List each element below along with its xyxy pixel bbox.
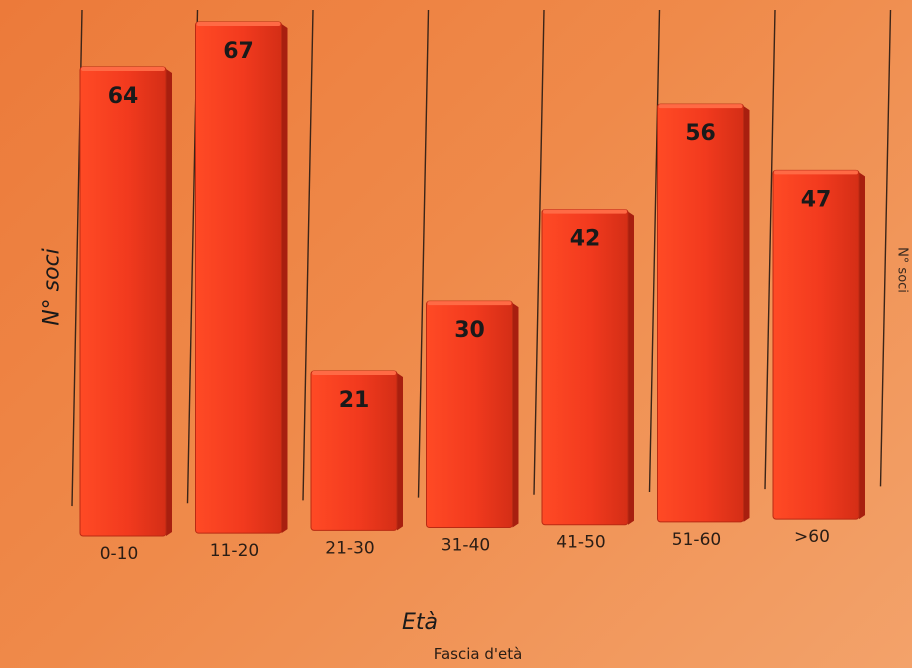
bar-side [628,211,634,525]
bar-top-highlight [81,67,165,72]
bar-side [743,106,750,522]
data-label: 67 [223,39,254,64]
bar-side [512,303,519,528]
data-label: 21 [339,388,370,413]
data-label: 47 [801,187,832,212]
bar-top-highlight [774,170,858,175]
bar-11-20 [195,21,282,534]
x-tick-label: 41-50 [556,533,605,553]
grid-line [879,9,892,487]
bar-top-highlight [427,301,512,306]
grid-line [648,9,661,492]
y-axis-title: N° soci [39,248,65,326]
bar-side [397,373,403,531]
bar-top-highlight [543,209,627,214]
grid-line [764,9,776,490]
bar-41-50 [541,209,629,526]
x-axis-subtitle: Fascia d'età [433,645,523,663]
bar-top-highlight [196,22,281,26]
data-label: 30 [454,318,485,343]
grid-line [417,9,430,498]
bar-top-highlight [658,104,743,109]
y-axis-title-reflection: N° soci [894,247,910,293]
grid-line [302,9,314,501]
bar-0-10 [79,66,167,537]
bar-side [166,69,172,536]
data-label: 56 [685,121,716,146]
x-axis-title: Età [401,610,439,635]
data-label: 42 [570,227,601,252]
bar-top-highlight [312,371,396,376]
x-tick-label: 31-40 [441,536,490,556]
bar-51-60 [657,103,744,523]
bar-side [859,172,865,520]
x-tick-label: 21-30 [325,538,374,558]
bar-side [281,24,288,534]
bar->60 [772,169,860,520]
x-tick-label: 11-20 [210,541,259,561]
x-tick-label: >60 [794,527,830,547]
x-tick-label: 0-10 [100,544,139,564]
grid-line [533,9,545,495]
x-tick-label: 51-60 [672,530,721,550]
data-label: 64 [108,84,139,109]
